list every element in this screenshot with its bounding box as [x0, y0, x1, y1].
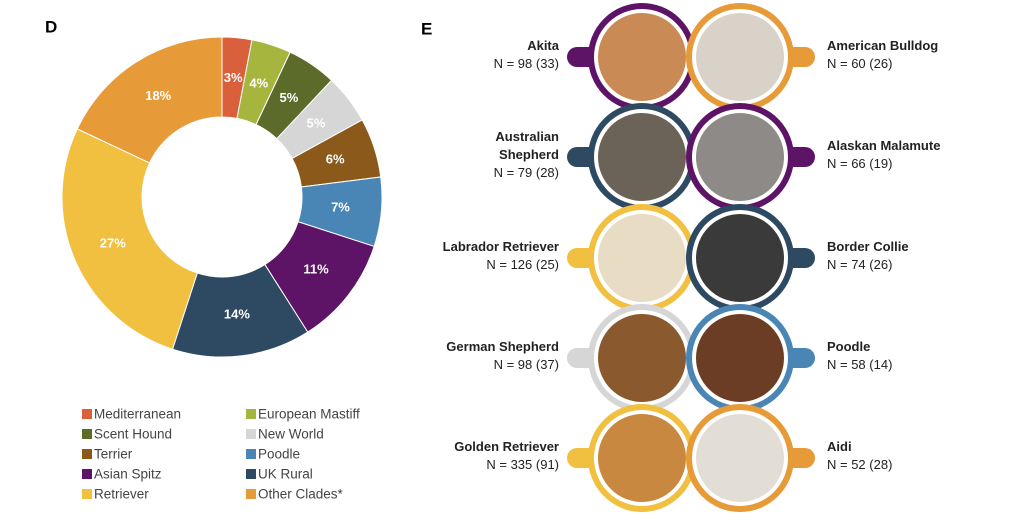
breed-name: Akita: [527, 38, 559, 53]
breed-count: N = 79 (28): [493, 165, 559, 180]
dog-photo: [598, 214, 686, 302]
data-label: 3%: [224, 70, 243, 85]
legend-swatch: [246, 409, 256, 419]
breed-label: Golden Retriever N = 335 (91): [454, 438, 559, 474]
breed-label: Border Collie N = 74 (26): [827, 238, 909, 274]
breed-name: Golden Retriever: [454, 439, 559, 454]
panel-label: D: [45, 17, 57, 36]
breed-label: Poodle N = 58 (14): [827, 338, 892, 374]
legend-label: Asian Spitz: [94, 467, 162, 482]
legend-label: Poodle: [258, 447, 300, 462]
breed-count: N = 335 (91): [486, 457, 559, 472]
donut-slice: [76, 36, 223, 164]
panel-label: E: [421, 19, 432, 38]
legend-swatch: [246, 469, 256, 479]
breed-name: American Bulldog: [827, 38, 939, 53]
legend-swatch: [82, 489, 92, 499]
legend-swatch: [82, 409, 92, 419]
legend-label: Mediterranean: [94, 407, 181, 422]
breed-count: N = 60 (26): [827, 56, 893, 71]
legend-swatch: [82, 429, 92, 439]
dog-photo: [696, 214, 784, 302]
dog-photo: [598, 13, 686, 101]
dog-photo: [696, 13, 784, 101]
breed-label: Alaskan Malamute N = 66 (19): [827, 137, 940, 173]
data-label: 6%: [326, 152, 345, 167]
data-label: 11%: [303, 261, 329, 276]
dog-photo: [598, 414, 686, 502]
breed-count: N = 66 (19): [827, 156, 893, 171]
breed-label: Australian Shepherd N = 79 (28): [469, 128, 559, 182]
legend-swatch: [246, 429, 256, 439]
breed-name: German Shepherd: [446, 339, 559, 354]
dog-photo: [696, 314, 784, 402]
dog-photo: [696, 113, 784, 201]
breed-label: German Shepherd N = 98 (37): [446, 338, 559, 374]
data-label: 5%: [279, 90, 298, 105]
data-label: 7%: [331, 200, 350, 215]
data-label: 5%: [307, 116, 326, 131]
breed-name: Poodle: [827, 339, 871, 354]
breed-name: Australian Shepherd: [495, 129, 559, 162]
breed-count: N = 74 (26): [827, 257, 893, 272]
breed-count: N = 52 (28): [827, 457, 893, 472]
breed-count: N = 98 (33): [493, 56, 559, 71]
dog-photo: [696, 414, 784, 502]
breed-count: N = 126 (25): [486, 257, 559, 272]
donut-slice: [61, 128, 198, 350]
data-label: 18%: [145, 88, 171, 103]
legend-swatch: [246, 489, 256, 499]
legend-label: Scent Hound: [94, 427, 172, 442]
breed-name: Labrador Retriever: [442, 239, 559, 254]
data-label: 27%: [100, 236, 126, 251]
legend-label: Other Clades*: [258, 487, 344, 502]
legend-label: UK Rural: [258, 467, 313, 482]
legend-label: European Mastiff: [258, 407, 360, 422]
legend-swatch: [82, 469, 92, 479]
breed-label: Labrador Retriever N = 126 (25): [443, 238, 559, 274]
legend-label: Terrier: [94, 447, 133, 462]
breed-count: N = 58 (14): [827, 357, 893, 372]
breed-label: Aidi N = 52 (28): [827, 438, 892, 474]
data-label: 14%: [224, 306, 250, 321]
breed-name: Aidi: [827, 439, 852, 454]
dog-photo: [598, 314, 686, 402]
breed-count: N = 98 (37): [493, 357, 559, 372]
legend-label: Retriever: [94, 487, 149, 502]
legend-swatch: [82, 449, 92, 459]
legend-swatch: [246, 449, 256, 459]
data-label: 4%: [249, 75, 268, 90]
dog-photo: [598, 113, 686, 201]
legend-label: New World: [258, 427, 324, 442]
breed-label: Akita N = 98 (33): [494, 37, 559, 73]
breed-name: Alaskan Malamute: [827, 138, 941, 153]
breed-label: American Bulldog N = 60 (26): [827, 37, 938, 73]
breed-name: Border Collie: [827, 239, 909, 254]
